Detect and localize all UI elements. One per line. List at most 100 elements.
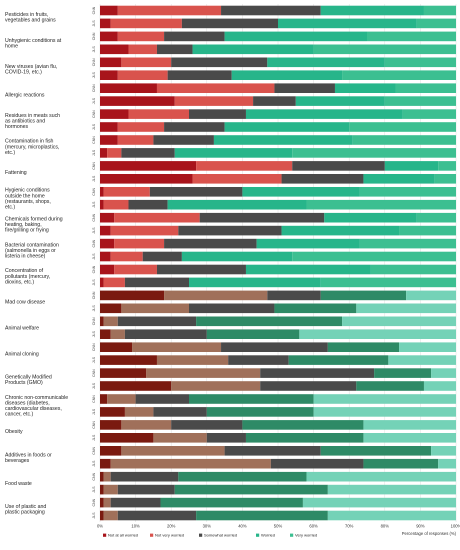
bar-segment <box>256 238 360 249</box>
bar-segment <box>196 161 293 171</box>
bar-segment <box>103 277 125 288</box>
bar-segment <box>100 238 115 249</box>
bar-segment <box>224 31 367 42</box>
bar-segment <box>100 497 104 508</box>
group-label: CNN <box>92 162 96 170</box>
bar-segment <box>100 342 133 352</box>
bar-segment <box>100 471 104 482</box>
bar-segment <box>103 497 111 508</box>
bar-segment <box>100 57 122 68</box>
bar-segment <box>178 471 307 482</box>
legend-swatch <box>256 533 260 537</box>
bar-segment <box>196 316 343 327</box>
group-label: CNN <box>92 239 96 247</box>
bar-segment <box>299 329 456 339</box>
bar-segment <box>100 394 108 404</box>
bar-segment <box>253 96 296 106</box>
bar-segment <box>124 277 189 288</box>
bar-segment <box>356 303 456 314</box>
group-label: CNN <box>92 213 96 221</box>
bar-segment <box>363 420 456 430</box>
bar-segment <box>288 355 389 365</box>
grid-lines <box>99 4 457 522</box>
bar-segment <box>100 225 111 236</box>
bar-segment <box>100 18 111 29</box>
legend-label: Very worried <box>295 533 317 538</box>
bar-segment <box>281 174 364 184</box>
category-label: Obesity <box>5 429 23 435</box>
group-label: JLS <box>92 253 96 260</box>
bar-segment <box>320 290 407 301</box>
bar-segment <box>121 420 172 430</box>
bar-segment <box>100 161 197 171</box>
bar-segment <box>388 355 456 365</box>
group-label: JLS <box>92 97 96 104</box>
bar-segment <box>181 251 293 262</box>
bar-segment <box>100 199 104 210</box>
bar-segment <box>121 148 175 158</box>
group-label: CNN <box>92 369 96 377</box>
bar-segment <box>100 368 147 378</box>
bar-segment <box>292 148 456 158</box>
bar-segment <box>327 510 456 521</box>
group-label: JLS <box>92 175 96 182</box>
bar-segment <box>100 355 157 365</box>
bar-segment <box>206 407 314 417</box>
bar-segment <box>100 174 193 184</box>
bar-segment <box>103 484 118 495</box>
bar-segment <box>146 368 261 378</box>
bar-segment <box>103 471 111 482</box>
bar-segment <box>110 497 161 508</box>
bar-segment <box>128 109 189 119</box>
bar-segment <box>100 290 165 301</box>
bar-segment <box>100 109 129 119</box>
legend-swatch <box>103 533 107 537</box>
bar-segment <box>156 355 229 365</box>
bar-segment <box>153 407 207 417</box>
bar-segment <box>367 31 456 42</box>
bar-segment <box>242 187 360 197</box>
bar-segment <box>292 251 456 262</box>
category-label: Chronic non-communicable diseases (diabet… <box>5 395 68 418</box>
bar-segment <box>100 44 129 55</box>
bar-segment <box>117 135 154 145</box>
legend-swatch <box>290 533 294 537</box>
bar-segment <box>103 316 118 327</box>
bar-segment <box>100 148 108 158</box>
category-label: New viruses (avian flu, COVID-19, etc.) <box>5 64 57 76</box>
bar-segment <box>135 394 189 404</box>
bar-segment <box>267 57 385 68</box>
bar-segment <box>231 70 343 80</box>
bar-segment <box>306 199 456 210</box>
bar-segment <box>100 420 122 430</box>
bar-segment <box>181 18 278 29</box>
bar-segment <box>363 174 435 184</box>
bar-segment <box>100 122 118 132</box>
x-tick-label: 10% <box>131 524 140 529</box>
bar-segment <box>281 225 400 236</box>
bar-segment <box>174 96 254 106</box>
legend-label: Not very worried <box>155 533 184 538</box>
bar-segment <box>395 83 456 93</box>
bar-segment <box>100 433 154 443</box>
bar-segment <box>121 446 225 456</box>
bar-segment <box>292 161 385 171</box>
bar-segment <box>306 471 456 482</box>
bar-segment <box>149 187 243 197</box>
bar-segment <box>110 329 125 339</box>
group-label: JLS <box>92 460 96 467</box>
bar-segment <box>416 18 456 29</box>
x-tick-label: 40% <box>238 524 247 529</box>
category-label: Allergic reactions <box>5 92 45 98</box>
bar-segment <box>100 446 122 456</box>
bar-segment <box>267 290 321 301</box>
x-tick-label: 50% <box>274 524 283 529</box>
bar-segment <box>164 238 257 249</box>
group-label: CNN <box>92 188 96 196</box>
bar-segment <box>100 329 111 339</box>
bar-segment <box>313 394 456 404</box>
bar-segment <box>153 135 214 145</box>
bar-segment <box>103 199 129 210</box>
